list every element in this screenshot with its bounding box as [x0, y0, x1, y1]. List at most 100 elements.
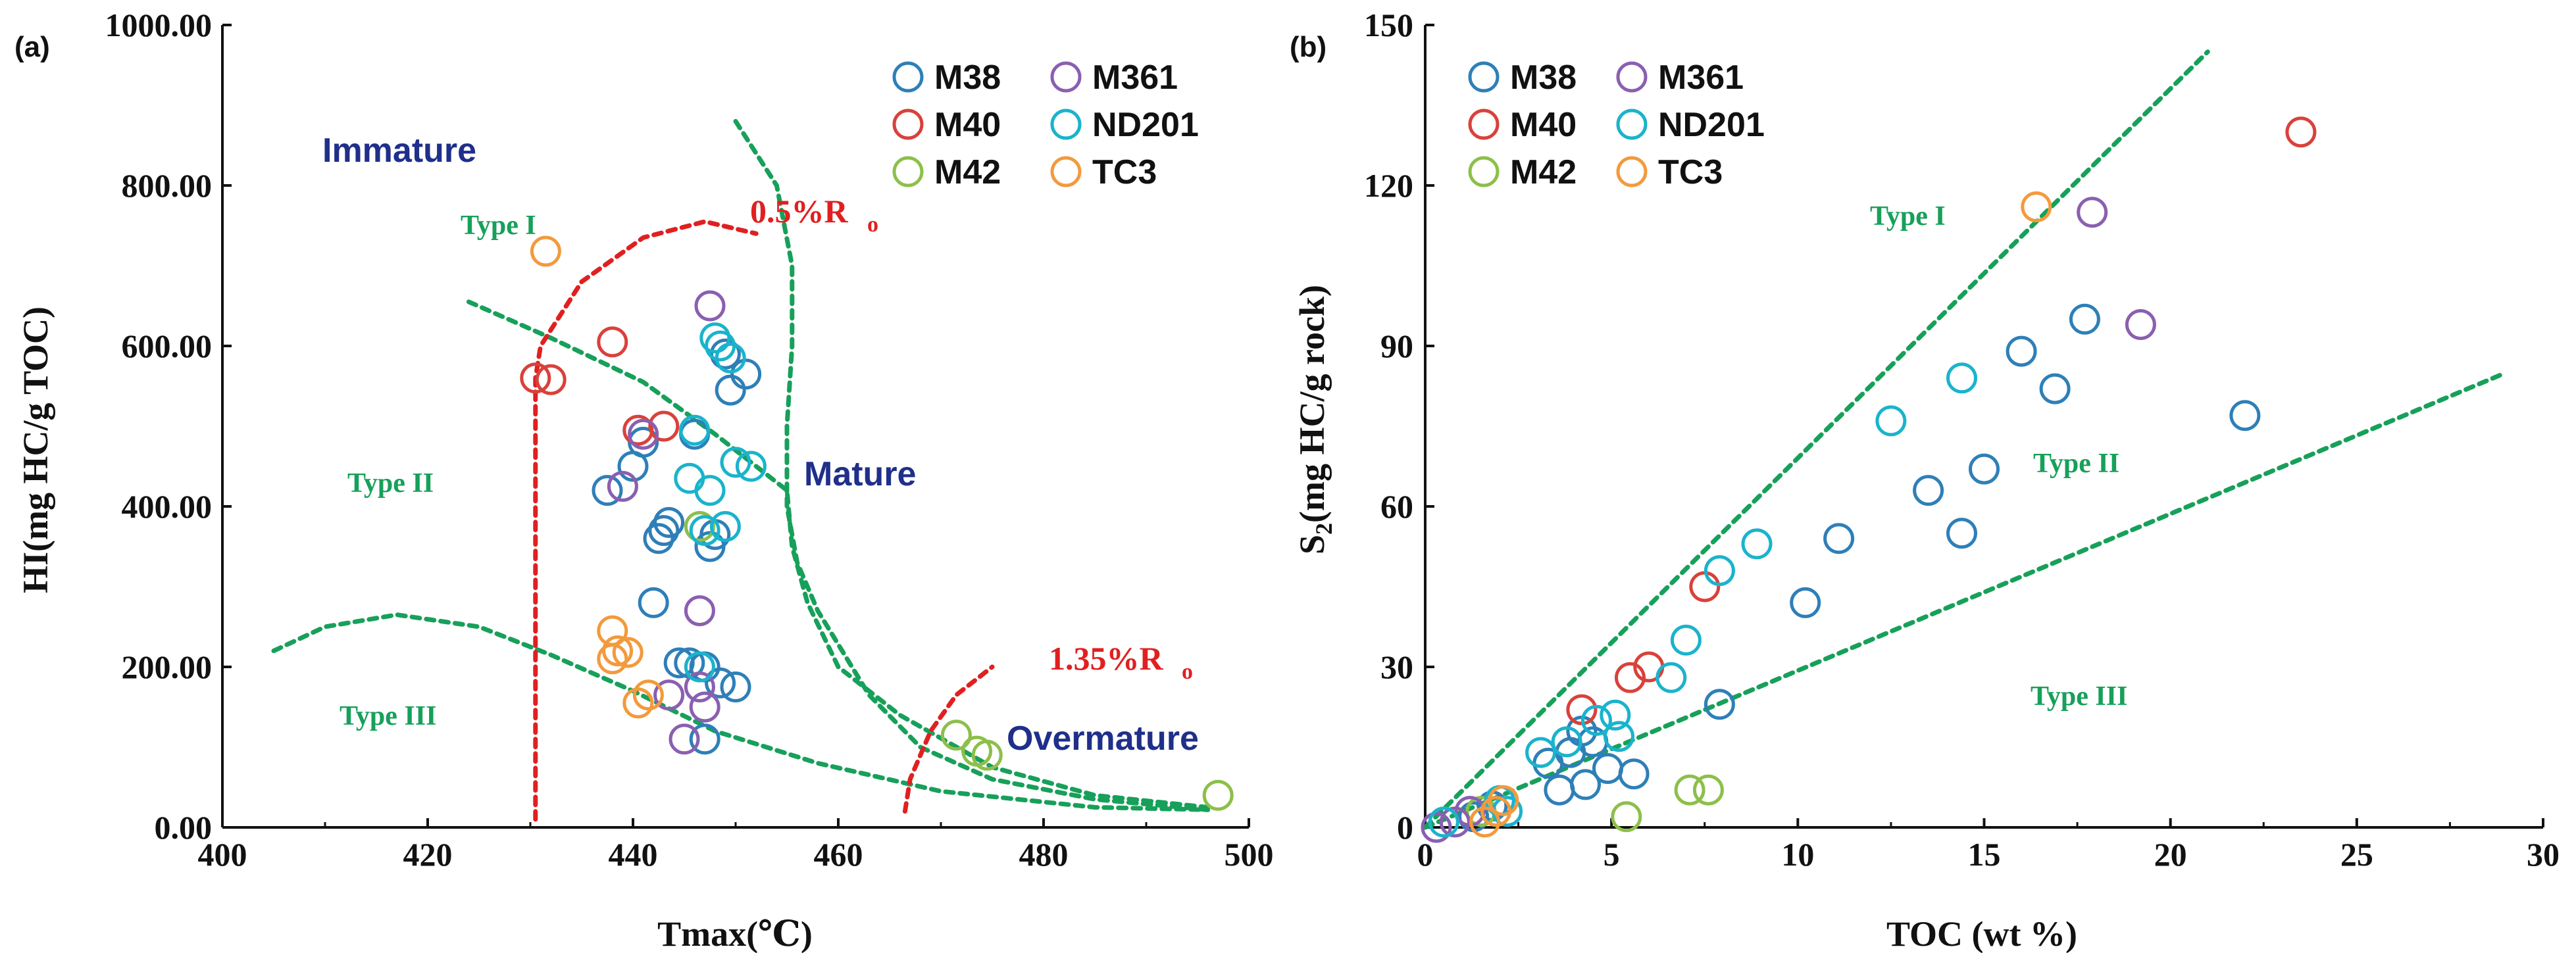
y-tick-label-a: 0.00 — [155, 809, 213, 846]
legend-marker-nd201 — [1050, 109, 1082, 140]
y-tick-label-b: 90 — [1380, 328, 1413, 364]
point-m361 — [684, 672, 715, 702]
legend-marker-m40 — [892, 109, 924, 140]
panel-a-legend: M38 M361 M40 ND201 M42 TC3 — [892, 59, 1199, 191]
point-nd201 — [1741, 528, 1773, 560]
curve-line-type1-b — [1423, 49, 2210, 830]
legend-marker-m38 — [1468, 61, 1500, 93]
point-m38 — [592, 475, 623, 506]
ro-05-text: 0.5%R — [750, 193, 849, 230]
panel-b: (b) 0 30 60 90 120 150 0 5 10 15 20 25 30 M38 M361 M40… — [1290, 7, 2560, 953]
legend-marker-m361 — [1050, 61, 1082, 93]
point-m361 — [653, 679, 685, 711]
label-ro-05: 0.5%R o — [750, 193, 878, 237]
point-tc3 — [632, 679, 664, 711]
curve-type1-boundary-a — [733, 118, 1211, 812]
point-tc3 — [622, 687, 654, 719]
point-m42 — [940, 720, 972, 751]
legend-label-m361: M361 — [1092, 59, 1178, 97]
point-tc3 — [2021, 191, 2052, 222]
point-m38 — [689, 723, 720, 755]
x-tick-label-b: 25 — [2340, 836, 2373, 873]
point-m42 — [971, 739, 1003, 771]
curve-type2-boundary-a — [466, 299, 1211, 810]
point-m42 — [1611, 801, 1642, 833]
legend-label-nd201: ND201 — [1658, 106, 1765, 144]
panel-a-axes: 0.00 200.00 400.00 600.00 800.00 1000.00 400 42… — [105, 7, 1274, 873]
legend-marker-m42 — [892, 156, 924, 187]
point-m40 — [2285, 116, 2317, 148]
point-tc3 — [612, 637, 644, 668]
label-type-1-a: Type I — [461, 210, 536, 241]
y-tick-label-b: 30 — [1380, 648, 1413, 685]
y-axis-title-b: S2(mg HC/g rock) — [1292, 285, 1337, 554]
panel-a-points — [520, 235, 1234, 811]
point-nd201 — [705, 330, 736, 362]
point-m38 — [709, 338, 741, 370]
point-m361 — [694, 290, 726, 322]
point-m40 — [597, 326, 628, 358]
y-tick-label-a: 1000.00 — [105, 7, 213, 43]
legend-marker-m38 — [892, 61, 924, 93]
point-m38 — [1969, 453, 2000, 485]
point-m38 — [2006, 335, 2037, 367]
label-type-2-b: Type II — [2033, 449, 2119, 479]
curve-ro05-a — [533, 219, 759, 822]
legend-marker-m40 — [1468, 109, 1500, 140]
point-nd201 — [1946, 362, 1977, 394]
curve-line-type2-b — [1423, 370, 2508, 830]
point-nd201 — [709, 511, 741, 542]
x-tick-label-b: 15 — [1968, 836, 2001, 873]
x-tick-label-b: 30 — [2527, 836, 2560, 873]
point-m361 — [628, 418, 659, 450]
point-nd201 — [699, 322, 731, 354]
point-m38 — [715, 374, 746, 406]
y-axis-title-b-main: S — [1292, 535, 1332, 554]
point-tc3 — [1469, 806, 1501, 838]
label-type-1-b: Type I — [1870, 201, 1946, 232]
y-tick-label-a: 400.00 — [122, 488, 213, 525]
x-tick-label-a: 480 — [1019, 836, 1069, 873]
x-tick-label-b: 10 — [1781, 836, 1814, 873]
x-axis-title-a: Tmax(℃) — [657, 914, 813, 953]
point-m361 — [669, 723, 700, 755]
ro-05-sub: o — [867, 212, 878, 237]
ro-135-sub: o — [1182, 660, 1193, 684]
point-m38 — [1913, 475, 1944, 506]
point-nd201 — [1581, 704, 1612, 736]
point-m361 — [2125, 309, 2156, 340]
point-m38 — [1544, 774, 1575, 806]
y-tick-label-b: 0 — [1397, 809, 1413, 846]
point-nd201 — [715, 342, 746, 374]
curve-ro135-a — [902, 664, 995, 814]
point-nd201 — [1525, 737, 1557, 768]
legend-label-m361: M361 — [1658, 59, 1744, 97]
panel-label-a: (a) — [14, 31, 50, 63]
label-type-3-b: Type III — [2031, 681, 2127, 712]
y-tick-label-a: 600.00 — [122, 328, 213, 364]
point-m38 — [1946, 518, 1977, 549]
panel-b-axes: 0 30 60 90 120 150 0 5 10 15 20 25 30 — [1364, 7, 2560, 873]
point-nd201 — [1604, 721, 1634, 752]
point-nd201 — [1428, 806, 1459, 838]
point-m38 — [653, 506, 685, 538]
y-tick-label-a: 800.00 — [122, 167, 213, 204]
y-axis-title-b-rest: (mg HC/g rock) — [1292, 285, 1332, 523]
y-tick-label-a: 200.00 — [122, 648, 213, 685]
point-m361 — [684, 595, 715, 627]
point-tc3 — [1488, 785, 1519, 816]
point-nd201 — [674, 462, 705, 494]
point-m38 — [705, 667, 736, 698]
point-m40 — [535, 364, 567, 395]
point-tc3 — [597, 643, 628, 675]
point-tc3 — [530, 235, 561, 267]
point-m38 — [730, 358, 762, 390]
point-m42 — [1202, 779, 1234, 811]
point-m38 — [1570, 769, 1601, 800]
panel-b-points — [1421, 116, 2317, 843]
x-tick-label-b: 0 — [1417, 836, 1434, 873]
point-tc3 — [602, 635, 634, 667]
legend-marker-nd201 — [1616, 109, 1648, 140]
point-m38 — [1592, 753, 1623, 784]
